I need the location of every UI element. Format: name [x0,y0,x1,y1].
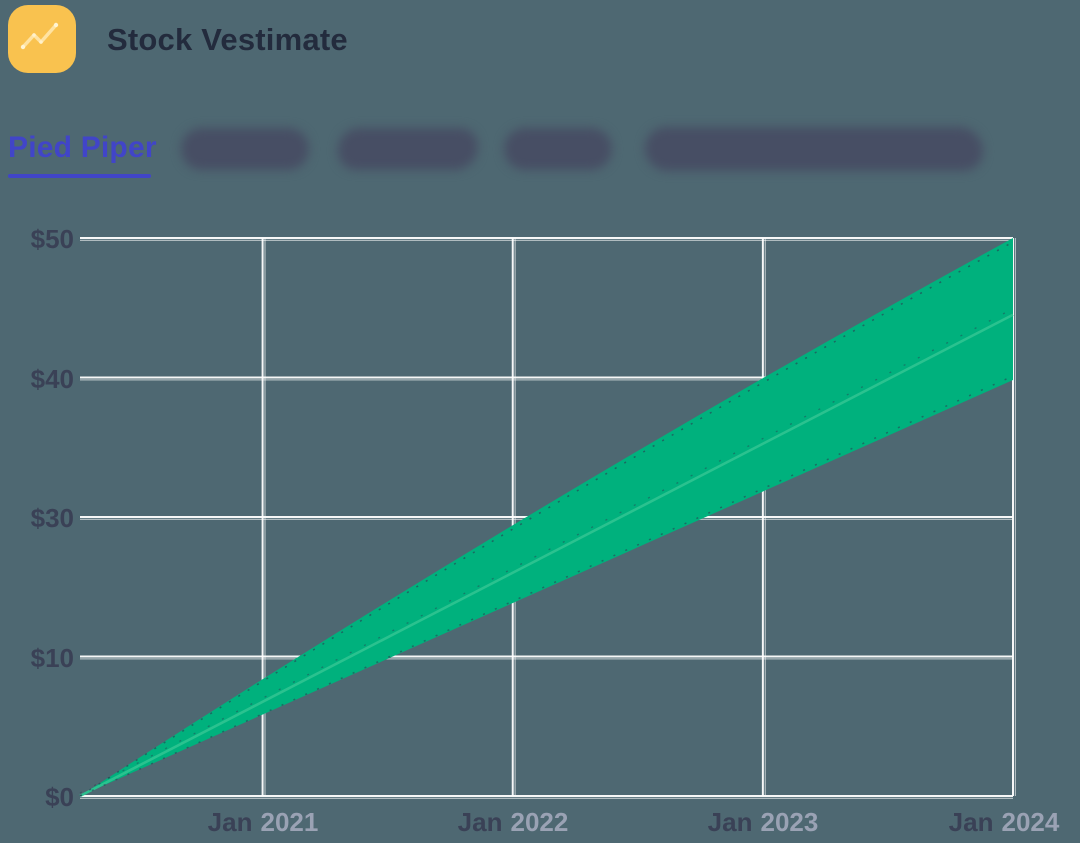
y-axis-label: $30 [30,503,74,533]
x-axis-label: Jan 2022 [458,807,569,838]
x-axis-year: 2024 [1001,807,1060,837]
tab-redacted-2[interactable] [338,128,478,170]
y-axis-label: $40 [30,364,74,394]
tab-redacted-1[interactable] [181,128,309,170]
tab-redacted-4[interactable] [645,127,983,171]
x-axis-month: Jan [207,807,253,837]
x-axis-month: Jan [948,807,994,837]
app-logo [8,5,76,73]
x-axis-year: 2021 [260,807,319,837]
y-axis-label: $10 [30,643,74,673]
x-axis-label: Jan 2021 [208,807,319,838]
x-axis-month: Jan [457,807,503,837]
y-axis-label: $0 [45,782,74,812]
x-axis-label: Jan 2024 [949,807,1060,838]
tab-redacted-3[interactable] [504,128,612,170]
x-axis-label: Jan 2023 [708,807,819,838]
page-title: Stock Vestimate [107,22,348,57]
x-axis-month: Jan [707,807,753,837]
x-axis-year: 2022 [510,807,569,837]
x-axis-year: 2023 [760,807,819,837]
line-chart-icon [20,22,59,50]
active-tab-underline [8,174,151,178]
tab-pied-piper[interactable]: Pied Piper [8,131,157,164]
y-axis-label: $50 [30,224,74,254]
